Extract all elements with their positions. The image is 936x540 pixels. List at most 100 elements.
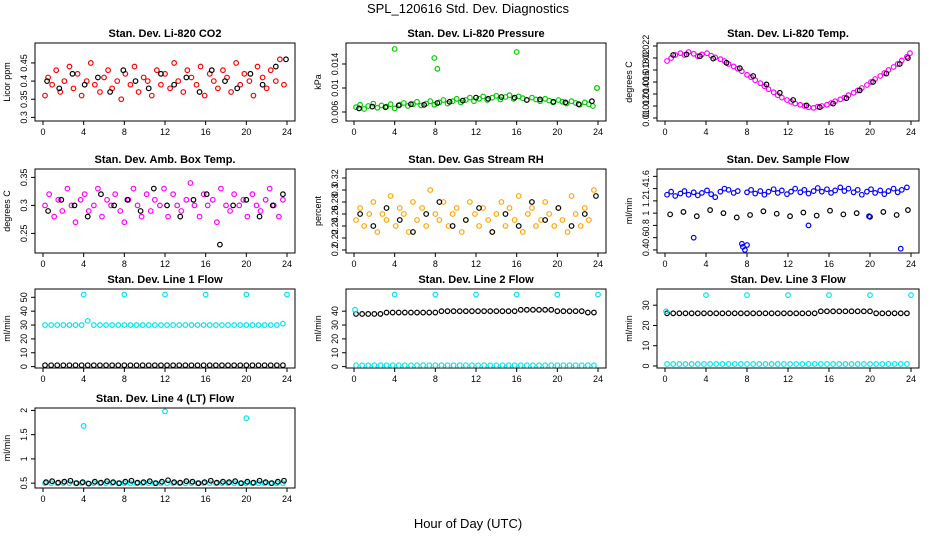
data-point — [408, 309, 414, 316]
data-point — [781, 310, 787, 317]
x-tick-label: 20 — [241, 127, 251, 137]
data-point — [109, 322, 116, 328]
y-tick-label: 0.24 — [330, 217, 340, 235]
data-point — [830, 308, 836, 315]
data-point — [201, 92, 208, 99]
data-point — [731, 361, 738, 367]
series-1 — [42, 180, 286, 226]
panel-frame — [656, 168, 920, 254]
x-tick-label: 0 — [40, 259, 45, 269]
data-point — [546, 211, 553, 217]
data-point — [44, 78, 50, 84]
data-point — [170, 322, 177, 328]
data-point — [121, 362, 128, 369]
data-point — [904, 361, 910, 367]
series-2 — [357, 193, 599, 235]
data-point — [389, 309, 396, 316]
y-tick-label: 40 — [330, 306, 340, 316]
data-point — [768, 361, 775, 367]
data-point — [164, 202, 170, 209]
data-point — [423, 211, 430, 217]
x-tick-label: 8 — [433, 374, 438, 384]
y-tick-label: 1.5 — [19, 428, 29, 441]
data-point — [879, 310, 886, 317]
data-point — [268, 480, 275, 487]
data-point — [864, 82, 870, 88]
data-point — [774, 190, 781, 196]
data-point — [905, 55, 911, 61]
data-point — [704, 187, 710, 194]
data-point — [176, 322, 183, 328]
data-point — [708, 191, 715, 198]
panel-title: Stan. Dev. Amb. Box Temp. — [95, 154, 236, 166]
data-point — [897, 361, 904, 367]
data-point — [256, 477, 263, 484]
data-point — [752, 190, 759, 197]
data-point — [55, 196, 62, 203]
data-point — [680, 209, 687, 215]
data-point — [462, 97, 469, 103]
data-point — [803, 102, 810, 109]
data-point — [487, 362, 494, 369]
data-point — [387, 193, 394, 199]
data-point — [505, 362, 512, 369]
data-point — [542, 217, 549, 223]
data-point — [84, 362, 91, 369]
y-axis-label: ml/min — [2, 315, 12, 342]
data-point — [542, 199, 549, 205]
data-point — [353, 362, 359, 369]
y-axis-label: ml/min — [313, 315, 323, 342]
data-point — [49, 81, 56, 88]
data-point — [249, 191, 256, 198]
data-point — [357, 101, 364, 108]
data-point — [175, 78, 182, 84]
data-point — [78, 322, 85, 328]
data-point — [591, 362, 597, 369]
x-tick-label: 20 — [552, 374, 562, 384]
data-point — [676, 310, 683, 317]
data-point — [841, 188, 848, 194]
data-point — [510, 95, 517, 102]
y-tick-label: 0 — [19, 364, 29, 369]
data-point — [502, 223, 509, 229]
data-point — [877, 73, 884, 79]
data-point — [440, 97, 447, 103]
data-point — [824, 361, 830, 367]
data-point — [444, 362, 451, 369]
data-point — [563, 100, 570, 107]
data-point — [801, 186, 808, 193]
data-point — [80, 423, 87, 429]
data-point — [778, 187, 785, 194]
data-point — [177, 213, 184, 220]
data-point — [744, 361, 750, 367]
data-point — [73, 480, 80, 487]
data-point — [90, 322, 97, 328]
x-tick-label: 20 — [865, 259, 875, 269]
x-tick-label: 20 — [241, 374, 251, 384]
x-tick-label: 4 — [392, 259, 397, 269]
data-point — [182, 362, 189, 369]
data-point — [537, 96, 543, 103]
data-point — [170, 480, 177, 487]
data-point — [757, 80, 764, 87]
data-point — [203, 191, 210, 198]
x-tick-label: 20 — [865, 127, 875, 137]
data-point — [225, 322, 231, 328]
data-point — [249, 322, 256, 328]
data-point — [180, 89, 187, 95]
data-point — [748, 186, 754, 193]
data-point — [138, 213, 145, 220]
data-point — [502, 211, 509, 217]
data-point — [109, 362, 116, 369]
data-point — [750, 310, 757, 317]
data-point — [489, 229, 496, 235]
y-tick-label: 30 — [641, 300, 651, 310]
y-tick-label: 0.25 — [19, 225, 29, 243]
data-point — [873, 310, 880, 317]
series-1 — [42, 56, 287, 103]
data-point — [432, 362, 439, 369]
data-point — [51, 213, 58, 220]
x-tick-label: 0 — [662, 374, 667, 384]
data-point — [182, 322, 189, 328]
data-point — [240, 196, 247, 203]
